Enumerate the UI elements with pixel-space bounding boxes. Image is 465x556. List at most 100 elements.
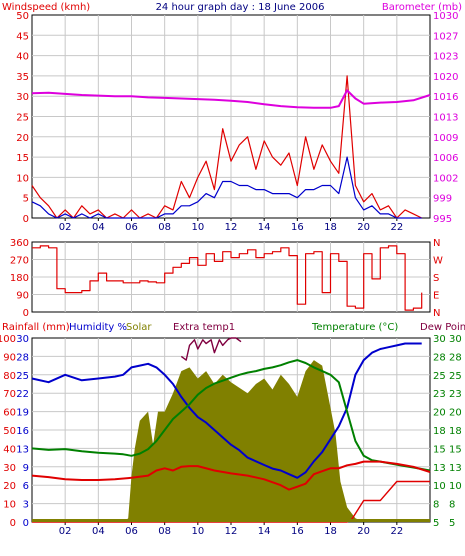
temperature-tick-label: 15 [433, 444, 446, 455]
rainfall-tick-label: 0 [10, 518, 16, 529]
windspeed-label: Windspeed (kmh) [2, 2, 90, 13]
windspeed-tick-label: 30 [16, 92, 29, 103]
x-tick-label: 10 [191, 222, 204, 233]
temperature-tick-label: 30 [433, 334, 446, 345]
temperature-tick-label: 25 [433, 371, 446, 382]
compass-tick-label: S [433, 273, 439, 284]
series-wind-direction-line [32, 245, 423, 311]
x-tick-label: 22 [390, 222, 403, 233]
compass-tick-label: W [433, 256, 443, 267]
temperature-tick-label: 13 [433, 463, 446, 474]
humidity-tick-label: 28 [16, 352, 29, 363]
windspeed-tick-label: 15 [16, 153, 29, 164]
rainfall-tick-label: 30 [3, 463, 16, 474]
direction-tick-label: 90 [16, 291, 29, 302]
series-average-windspeed-line [31, 156, 422, 219]
compass-tick-label: N [433, 308, 440, 319]
humidity-tick-label: 0 [23, 518, 29, 529]
barometer-tick-label: 995 [433, 214, 452, 225]
barometer-tick-label: 1002 [433, 173, 458, 184]
direction-tick-label: 0 [23, 308, 29, 319]
dew-point-tick-label: 30 [449, 334, 462, 345]
x-tick-label: 06 [125, 222, 138, 233]
barometer-tick-label: 1013 [433, 113, 458, 124]
legend-rainfall: Rainfall (mm) [2, 322, 70, 333]
rainfall-tick-label: 10 [3, 500, 16, 511]
dew-point-tick-label: 20 [449, 408, 462, 419]
series-barometer-line [31, 89, 431, 109]
series-humidity-line [31, 342, 422, 479]
series-extra-temp-line [180, 337, 242, 361]
x-tick-label: 12 [225, 222, 238, 233]
humidity-tick-label: 19 [16, 408, 29, 419]
dew-point-tick-label: 23 [449, 389, 462, 400]
temperature-tick-label: 8 [433, 500, 439, 511]
x-tick-label: 12 [225, 526, 238, 537]
series-windspeed-line [31, 75, 422, 219]
humidity-tick-label: 9 [23, 463, 29, 474]
dew-point-tick-label: 15 [449, 444, 462, 455]
x-tick-label: 04 [92, 222, 105, 233]
temperature-tick-label: 20 [433, 408, 446, 419]
windspeed-tick-label: 10 [16, 173, 29, 184]
barometer-tick-label: 1009 [433, 133, 458, 144]
legend-dew-point: Dew Point [420, 322, 465, 333]
x-tick-label: 14 [258, 526, 271, 537]
barometer-tick-label: 999 [433, 194, 452, 205]
direction-tick-label: 180 [10, 273, 29, 284]
humidity-tick-label: 6 [23, 481, 29, 492]
humidity-tick-label: 3 [23, 500, 29, 511]
x-tick-label: 18 [324, 526, 337, 537]
series-dew-point-line [31, 460, 431, 491]
rainfall-tick-label: 20 [3, 481, 16, 492]
temperature-tick-label: 23 [433, 389, 446, 400]
compass-tick-label: E [433, 291, 439, 302]
humidity-tick-label: 25 [16, 371, 29, 382]
x-tick-label: 20 [357, 526, 370, 537]
windspeed-tick-label: 40 [16, 52, 29, 63]
x-tick-label: 16 [291, 526, 304, 537]
legend-temperature: Temperature (°C) [311, 322, 398, 333]
series-temperature-c-line [31, 359, 431, 472]
x-tick-label: 02 [59, 526, 72, 537]
x-tick-label: 14 [258, 222, 271, 233]
direction-tick-label: 360 [10, 238, 29, 249]
windspeed-tick-label: 50 [16, 11, 29, 22]
rainfall-tick-label: 100 [0, 334, 16, 345]
humidity-tick-label: 30 [16, 334, 29, 345]
compass-tick-label: N [433, 238, 440, 249]
legend-humidity: Humidity % [69, 322, 127, 333]
barometer-tick-label: 1027 [433, 31, 458, 42]
rainfall-tick-label: 40 [3, 444, 16, 455]
dew-point-tick-label: 28 [449, 352, 462, 363]
x-tick-label: 08 [158, 526, 171, 537]
x-tick-label: 08 [158, 222, 171, 233]
rainfall-tick-label: 90 [3, 352, 16, 363]
windspeed-tick-label: 5 [23, 194, 29, 205]
rainfall-tick-label: 50 [3, 426, 16, 437]
x-tick-label: 20 [357, 222, 370, 233]
windspeed-tick-label: 0 [23, 214, 29, 225]
barometer-tick-label: 1023 [433, 52, 458, 63]
temperature-tick-label: 10 [433, 481, 446, 492]
direction-tick-label: 270 [10, 256, 29, 267]
dew-point-tick-label: 8 [449, 500, 455, 511]
dew-point-tick-label: 13 [449, 463, 462, 474]
barometer-label: Barometer (mb) [382, 2, 462, 13]
chart-layer: 0510152025303540455099599910021006100910… [0, 11, 462, 537]
temperature-tick-label: 5 [433, 518, 439, 529]
humidity-tick-label: 22 [16, 389, 29, 400]
legend-solar: Solar [126, 322, 152, 333]
rainfall-tick-label: 80 [3, 371, 16, 382]
temperature-tick-label: 18 [433, 426, 446, 437]
x-tick-label: 22 [390, 526, 403, 537]
barometer-tick-label: 1006 [433, 153, 458, 164]
windspeed-tick-label: 45 [16, 31, 29, 42]
series-solar-area [32, 360, 430, 522]
temperature-tick-label: 28 [433, 352, 446, 363]
x-tick-label: 10 [191, 526, 204, 537]
rainfall-tick-label: 60 [3, 408, 16, 419]
windspeed-tick-label: 35 [16, 72, 29, 83]
dew-point-tick-label: 10 [449, 481, 462, 492]
